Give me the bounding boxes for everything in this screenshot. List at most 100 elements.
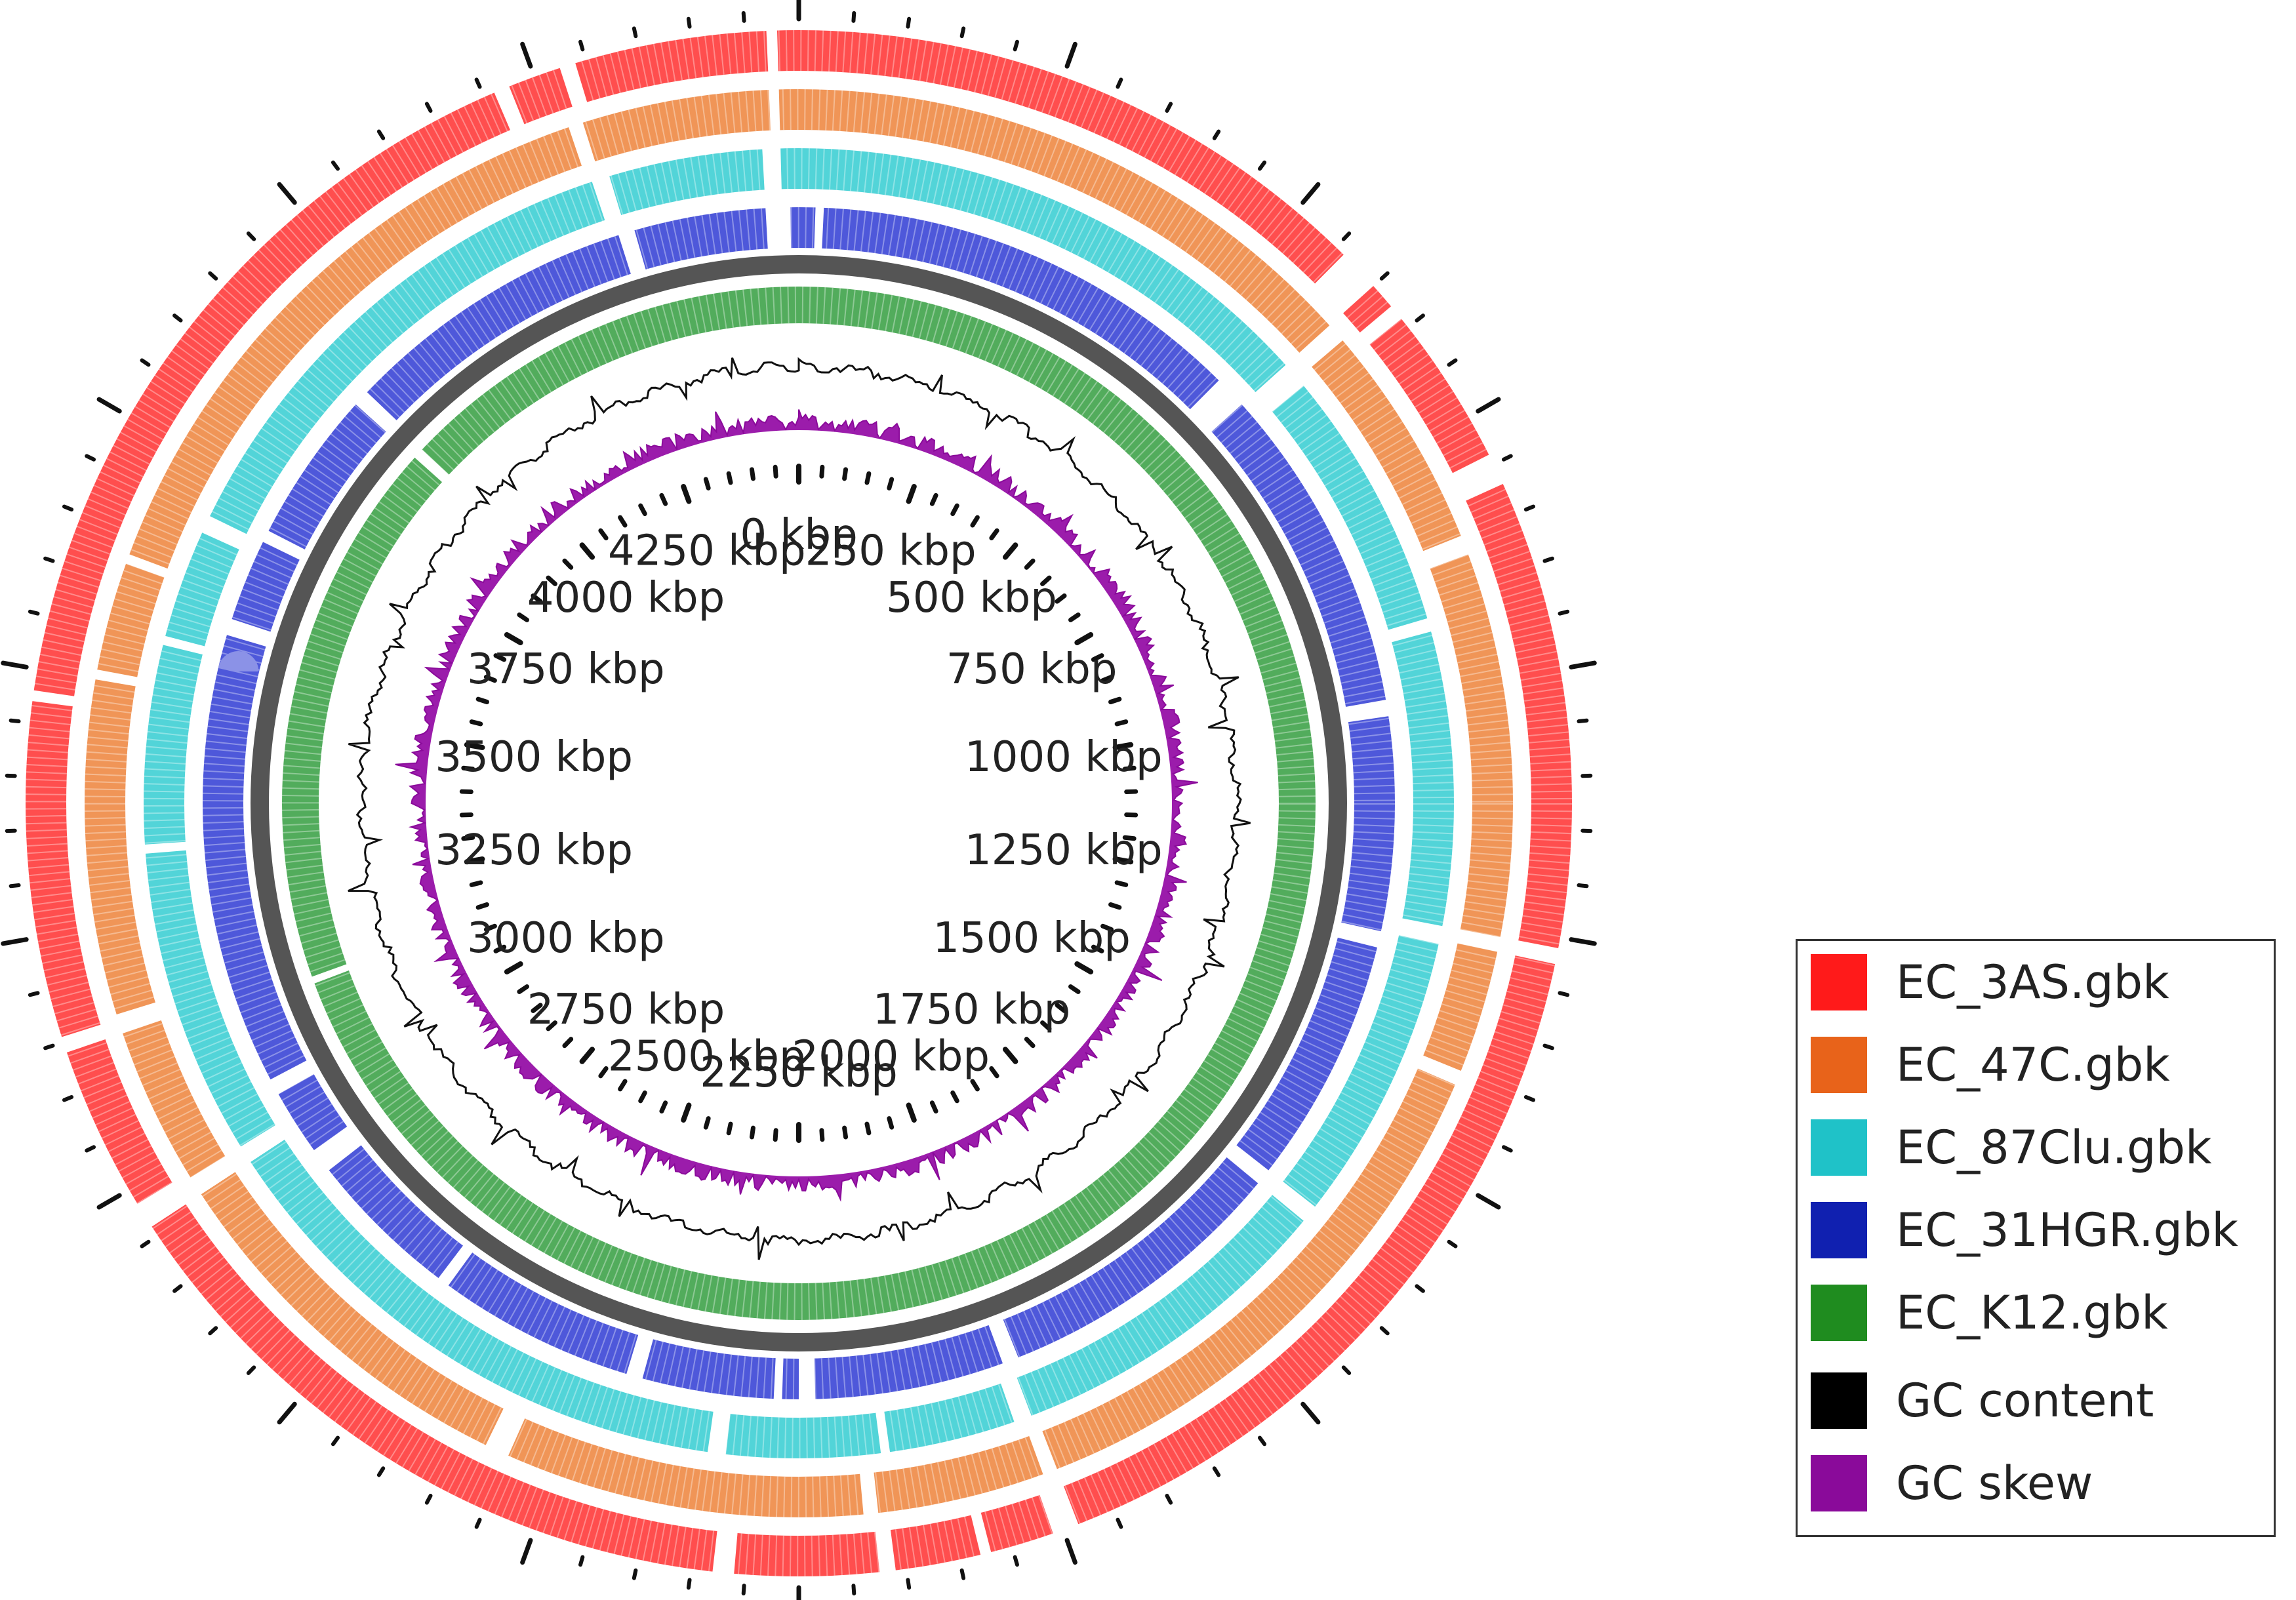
tick-label-4000: 4000 kbp: [527, 574, 725, 622]
inner-tick-1700: [1024, 1037, 1036, 1049]
ring-gap-ec-87clu-8: [707, 1410, 731, 1456]
outer-tick-850: [1523, 504, 1536, 511]
inner-tick-350: [950, 503, 959, 517]
outer-tick-3900: [208, 271, 218, 281]
outer-tick-2800: [246, 1365, 256, 1375]
outer-tick-2150: [906, 1578, 912, 1590]
ring-gap-ec-k12-1: [310, 963, 350, 984]
ring-gap-ec-3as-3: [1314, 253, 1375, 315]
outer-tick-2850: [208, 1326, 218, 1336]
outer-tick-3600: [43, 556, 55, 563]
inner-tick-150: [864, 471, 872, 485]
legend-swatch-gc-content: [1811, 1372, 1867, 1429]
inner-tick-4100: [618, 515, 628, 528]
legend-swatch-ec-k12: [1811, 1285, 1867, 1341]
legend-label-gc-content: GC content: [1896, 1374, 2154, 1428]
outer-tick-350: [1165, 102, 1173, 113]
inner-tick-2800: [562, 1037, 574, 1049]
ring-gap-ec-47c-6: [1028, 1430, 1058, 1476]
inner-tick-1800: [989, 1066, 999, 1079]
outer-tick-550: [1341, 231, 1352, 241]
legend-swatch-ec-87clu: [1811, 1119, 1867, 1176]
inner-tick-1350: [1108, 902, 1122, 910]
tick-label-3750: 3750 kbp: [467, 645, 665, 694]
outer-tick-1200: [1577, 883, 1589, 889]
outer-tick-500: [1300, 182, 1321, 205]
inner-tick-1950: [929, 1100, 938, 1114]
ring-gap-ec-31hgr-3: [1189, 379, 1243, 433]
outer-tick-1800: [1257, 1435, 1267, 1447]
inner-tick-4200: [659, 492, 668, 506]
outer-tick-2900: [172, 1284, 183, 1293]
ring-gap-ec-3as-7: [1039, 1485, 1079, 1535]
legend-label-ec-3as: EC_3AS.gbk: [1896, 955, 2169, 1009]
inner-tick-3450: [461, 765, 475, 772]
ring-gap-ec-47c-9: [189, 1155, 237, 1195]
outer-tick-2000: [1064, 1538, 1078, 1565]
inner-tick-950: [1114, 719, 1129, 727]
outer-tick-3850: [172, 313, 183, 323]
inner-tick-2700: [598, 1066, 609, 1079]
inner-tick-700: [1068, 612, 1081, 622]
inner-tick-3050: [493, 944, 507, 953]
tick-label-2250: 2250 kbp: [700, 1049, 898, 1097]
outer-tick-950: [1558, 609, 1570, 616]
inner-tick-500: [1002, 542, 1018, 560]
inner-tick-3900: [546, 575, 557, 586]
tick-label-3000: 3000 kbp: [467, 914, 665, 963]
outer-tick-650: [1415, 313, 1425, 323]
ring-gap-ec-47c-7: [859, 1471, 879, 1516]
ring-gap-ec-31hgr-9: [773, 1357, 784, 1401]
ring-texture-ec-k12: [282, 287, 1316, 1320]
ring-gap-ec-3as-4: [1359, 305, 1403, 346]
inner-tick-3950: [562, 558, 574, 570]
tick-label-750: 750 kbp: [946, 645, 1118, 694]
inner-tick-3300: [461, 835, 475, 841]
ring-gap-ec-87clu-5: [1271, 1180, 1316, 1222]
tick-label-3500: 3500 kbp: [435, 733, 633, 782]
ring-gap-ec-87clu-3: [1386, 618, 1432, 643]
ring-gap-ec-3as-9: [875, 1529, 896, 1574]
outer-tick-4250: [520, 41, 533, 69]
outer-tick-1650: [1379, 1326, 1390, 1336]
outer-tick-2350: [686, 1578, 692, 1590]
inner-tick-2950: [517, 984, 529, 994]
outer-tick-1700: [1341, 1365, 1352, 1375]
ring-gap-ec-47c-12: [125, 553, 169, 578]
inner-tick-4450: [773, 464, 778, 479]
ring-ec-k12: [282, 287, 1316, 1320]
inner-tick-3200: [469, 880, 483, 887]
outer-tick-3950: [246, 231, 256, 241]
ring-gap-ec-87clu-12: [201, 515, 248, 550]
outer-tick-3550: [28, 609, 40, 616]
ring-gap-ec-47c-2: [1298, 324, 1344, 368]
ring-ec-47c: [85, 89, 1513, 1517]
inner-tick-2850: [546, 1020, 557, 1031]
outer-tick-750: [1476, 397, 1501, 414]
outer-tick-3250: [1, 937, 29, 946]
legend-item-gc-content: GC content: [1811, 1365, 2154, 1437]
legend-label-ec-31hgr: EC_31HGR.gbk: [1896, 1203, 2238, 1257]
inner-tick-400: [970, 515, 980, 528]
inner-tick-300: [929, 492, 938, 506]
ring-gap-ec-3as-13: [31, 690, 75, 707]
outer-tick-2650: [376, 1466, 386, 1477]
inner-tick-3150: [475, 902, 489, 910]
outer-tick-3300: [9, 883, 21, 889]
legend-swatch-ec-31hgr: [1811, 1202, 1867, 1258]
outer-tick-450: [1257, 160, 1267, 171]
outer-tick-2950: [140, 1239, 151, 1249]
outer-tick-3700: [85, 454, 96, 462]
ring-gap-ec-87clu-11: [161, 635, 207, 655]
outer-tick-150: [959, 26, 966, 39]
ring-gap-ec-31hgr-14: [226, 618, 272, 647]
inner-tick-3650: [483, 674, 497, 683]
outer-tick-1600: [1415, 1284, 1425, 1293]
inner-tick-750: [1074, 632, 1094, 645]
outer-tick-3150: [43, 1043, 55, 1050]
outer-tick-3100: [62, 1095, 74, 1102]
legend-swatch-gc-skew: [1811, 1455, 1867, 1511]
legend-item-ec-47c: EC_47C.gbk: [1811, 1029, 2170, 1101]
inner-tick-1650: [1040, 1020, 1052, 1031]
ring-gap-ec-3as-6: [1514, 940, 1560, 965]
